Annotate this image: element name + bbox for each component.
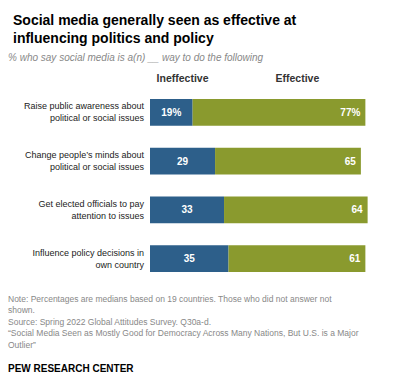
svg-text:61: 61 [349,253,361,264]
svg-text:Source: Spring 2022 Global Att: Source: Spring 2022 Global Attitudes Sur… [8,317,211,327]
svg-text:33: 33 [181,204,193,215]
svg-text:65: 65 [345,156,357,167]
svg-text:Ineffective: Ineffective [157,72,209,84]
svg-text:77%: 77% [340,107,360,118]
svg-text:PEW RESEARCH CENTER: PEW RESEARCH CENTER [8,363,134,374]
svg-text:shown.: shown. [8,305,35,315]
svg-text:influencing politics and polic: influencing politics and policy [13,30,214,46]
svg-text:Effective: Effective [276,72,320,84]
svg-text:own country: own country [95,260,144,270]
svg-text:Influence policy decisions in: Influence policy decisions in [32,248,144,258]
svg-text:Social media generally seen as: Social media generally seen as effective… [13,12,297,28]
svg-text:attention to issues: attention to issues [71,211,144,221]
svg-text:Change people’s minds about: Change people’s minds about [25,150,144,160]
svg-text:35: 35 [184,253,196,264]
svg-text:19%: 19% [161,107,181,118]
svg-text:political or social issues: political or social issues [50,113,145,123]
svg-text:Raise public awareness about: Raise public awareness about [24,101,145,111]
svg-text:64: 64 [351,204,363,215]
svg-text:29: 29 [177,156,189,167]
svg-text:% who say social media is a(n): % who say social media is a(n) __ way to… [8,52,264,63]
svg-text:Outlier”: Outlier” [8,340,36,350]
svg-text:Get elected officials to pay: Get elected officials to pay [39,199,145,209]
svg-text:Note: Percentages are medians: Note: Percentages are medians based on 1… [8,294,332,304]
svg-text:“Social Media Seen as Mostly G: “Social Media Seen as Mostly Good for De… [8,328,359,338]
svg-text:political or social issues: political or social issues [50,162,145,172]
